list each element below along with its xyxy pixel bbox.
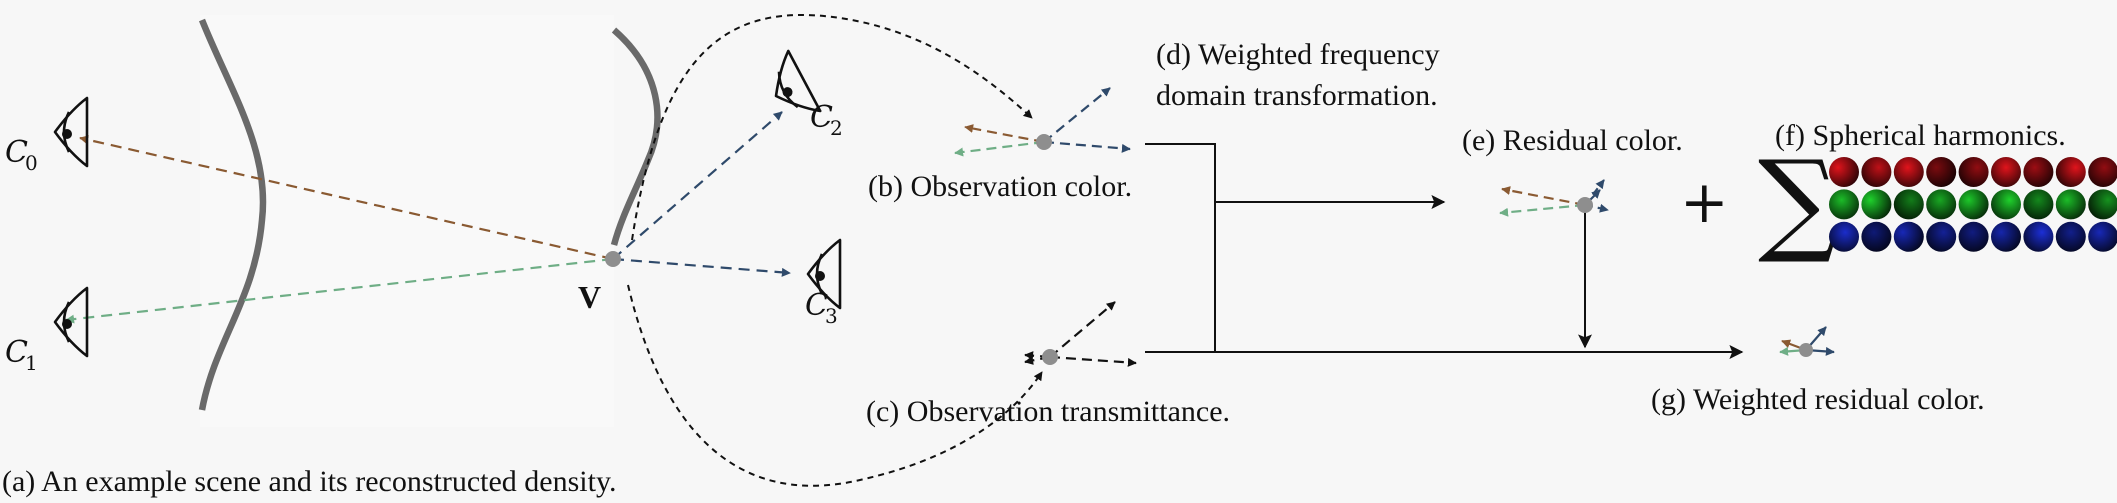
point-v-label: V: [578, 279, 601, 315]
camera-label-c2: C 2: [810, 100, 843, 140]
sh-sphere-blue: [1829, 221, 1859, 252]
sh-sphere-green: [1991, 189, 2021, 220]
svg-text:2: 2: [830, 116, 843, 140]
sh-sphere-green: [1861, 189, 1892, 220]
sh-sphere-blue: [2055, 221, 2086, 252]
sh-sphere-red: [1926, 157, 1957, 187]
sh-sphere-blue: [2088, 221, 2117, 252]
sh-sphere-green: [2055, 189, 2086, 220]
flow-lines: [1145, 143, 1744, 359]
svg-text:C: C: [810, 100, 833, 135]
sh-sphere-green: [1926, 189, 1957, 220]
sh-sphere-red: [1861, 157, 1892, 187]
svg-text:1: 1: [25, 351, 38, 375]
sh-sphere-red: [2088, 157, 2117, 187]
scene-box: [197, 12, 617, 430]
sh-sphere-red: [2055, 157, 2086, 187]
eye-icon-c1: [53, 286, 89, 358]
density-curve-right: [610, 27, 661, 246]
plus-sign: +: [1680, 168, 1729, 236]
sh-sphere-blue: [2023, 221, 2054, 252]
sh-sphere-green: [1958, 189, 1989, 220]
sh-sphere-red: [1991, 157, 2021, 187]
ray-c3: [612, 257, 791, 277]
spherical-harmonics-grid: [1829, 157, 2117, 252]
sh-sphere-red: [2023, 157, 2054, 187]
sh-sphere-blue: [1926, 221, 1957, 252]
sh-sphere-green: [2088, 189, 2117, 220]
observation-color-glyph: [954, 87, 1131, 157]
sh-sphere-blue: [1991, 221, 2021, 252]
svg-text:C: C: [805, 288, 828, 323]
sh-sphere-green: [2023, 189, 2054, 220]
camera-label-c1: C 1: [5, 335, 38, 375]
caption-e: (e) Residual color.: [1462, 124, 1683, 157]
caption-b: (b) Observation color.: [868, 170, 1132, 203]
caption-c: (c) Observation transmittance.: [866, 395, 1230, 428]
ray-c1: [65, 257, 614, 324]
svg-text:3: 3: [825, 304, 838, 328]
caption-f: (f) Spherical harmonics.: [1775, 119, 2066, 152]
camera-label-c3: C 3: [805, 288, 838, 328]
sh-sphere-blue: [1958, 221, 1989, 252]
eye-icon-c0: [53, 96, 89, 168]
residual-color-glyph: [1499, 179, 1609, 217]
caption-d-line1: (d) Weighted frequency: [1156, 38, 1440, 71]
weighted-residual-glyph: [1779, 326, 1835, 357]
sh-sphere-blue: [1861, 221, 1892, 252]
ray-c2: [612, 111, 783, 260]
eye-icon-c2: [774, 49, 822, 113]
eye-icon-c3: [806, 238, 842, 310]
caption-a: (a) An example scene and its reconstruct…: [2, 465, 617, 498]
svg-text:C: C: [5, 335, 28, 370]
observation-transmittance-glyph: [1024, 301, 1137, 367]
svg-text:0: 0: [25, 151, 38, 175]
sh-sphere-blue: [1893, 221, 1924, 252]
sh-sphere-red: [1829, 157, 1859, 187]
summation-sign: ∑: [1758, 137, 1838, 267]
camera-label-c0: C 0: [5, 135, 38, 175]
sh-sphere-red: [1958, 157, 1989, 187]
svg-text:C: C: [5, 135, 28, 170]
sh-sphere-green: [1893, 189, 1924, 220]
caption-d-line2: domain transformation.: [1156, 79, 1438, 112]
dashed-curve-upper: [631, 13, 1033, 241]
sh-sphere-red: [1893, 157, 1924, 187]
caption-g: (g) Weighted residual color.: [1651, 383, 1985, 416]
sh-sphere-green: [1829, 189, 1859, 220]
density-curve-left: [198, 18, 267, 411]
point-v: [605, 251, 621, 267]
ray-c0: [79, 135, 614, 261]
